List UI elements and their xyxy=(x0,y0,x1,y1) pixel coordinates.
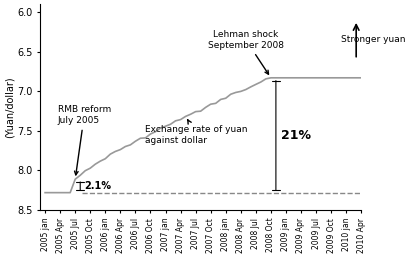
Text: Stronger yuan: Stronger yuan xyxy=(340,35,405,44)
Text: Lehman shock
September 2008: Lehman shock September 2008 xyxy=(207,30,283,74)
Text: 2.1%: 2.1% xyxy=(84,181,111,191)
Text: 21%: 21% xyxy=(280,129,310,142)
Text: Exchange rate of yuan
against dollar: Exchange rate of yuan against dollar xyxy=(145,120,247,144)
Y-axis label: (Yuan/dollar): (Yuan/dollar) xyxy=(4,76,14,138)
Text: RMB reform
July 2005: RMB reform July 2005 xyxy=(58,105,110,175)
